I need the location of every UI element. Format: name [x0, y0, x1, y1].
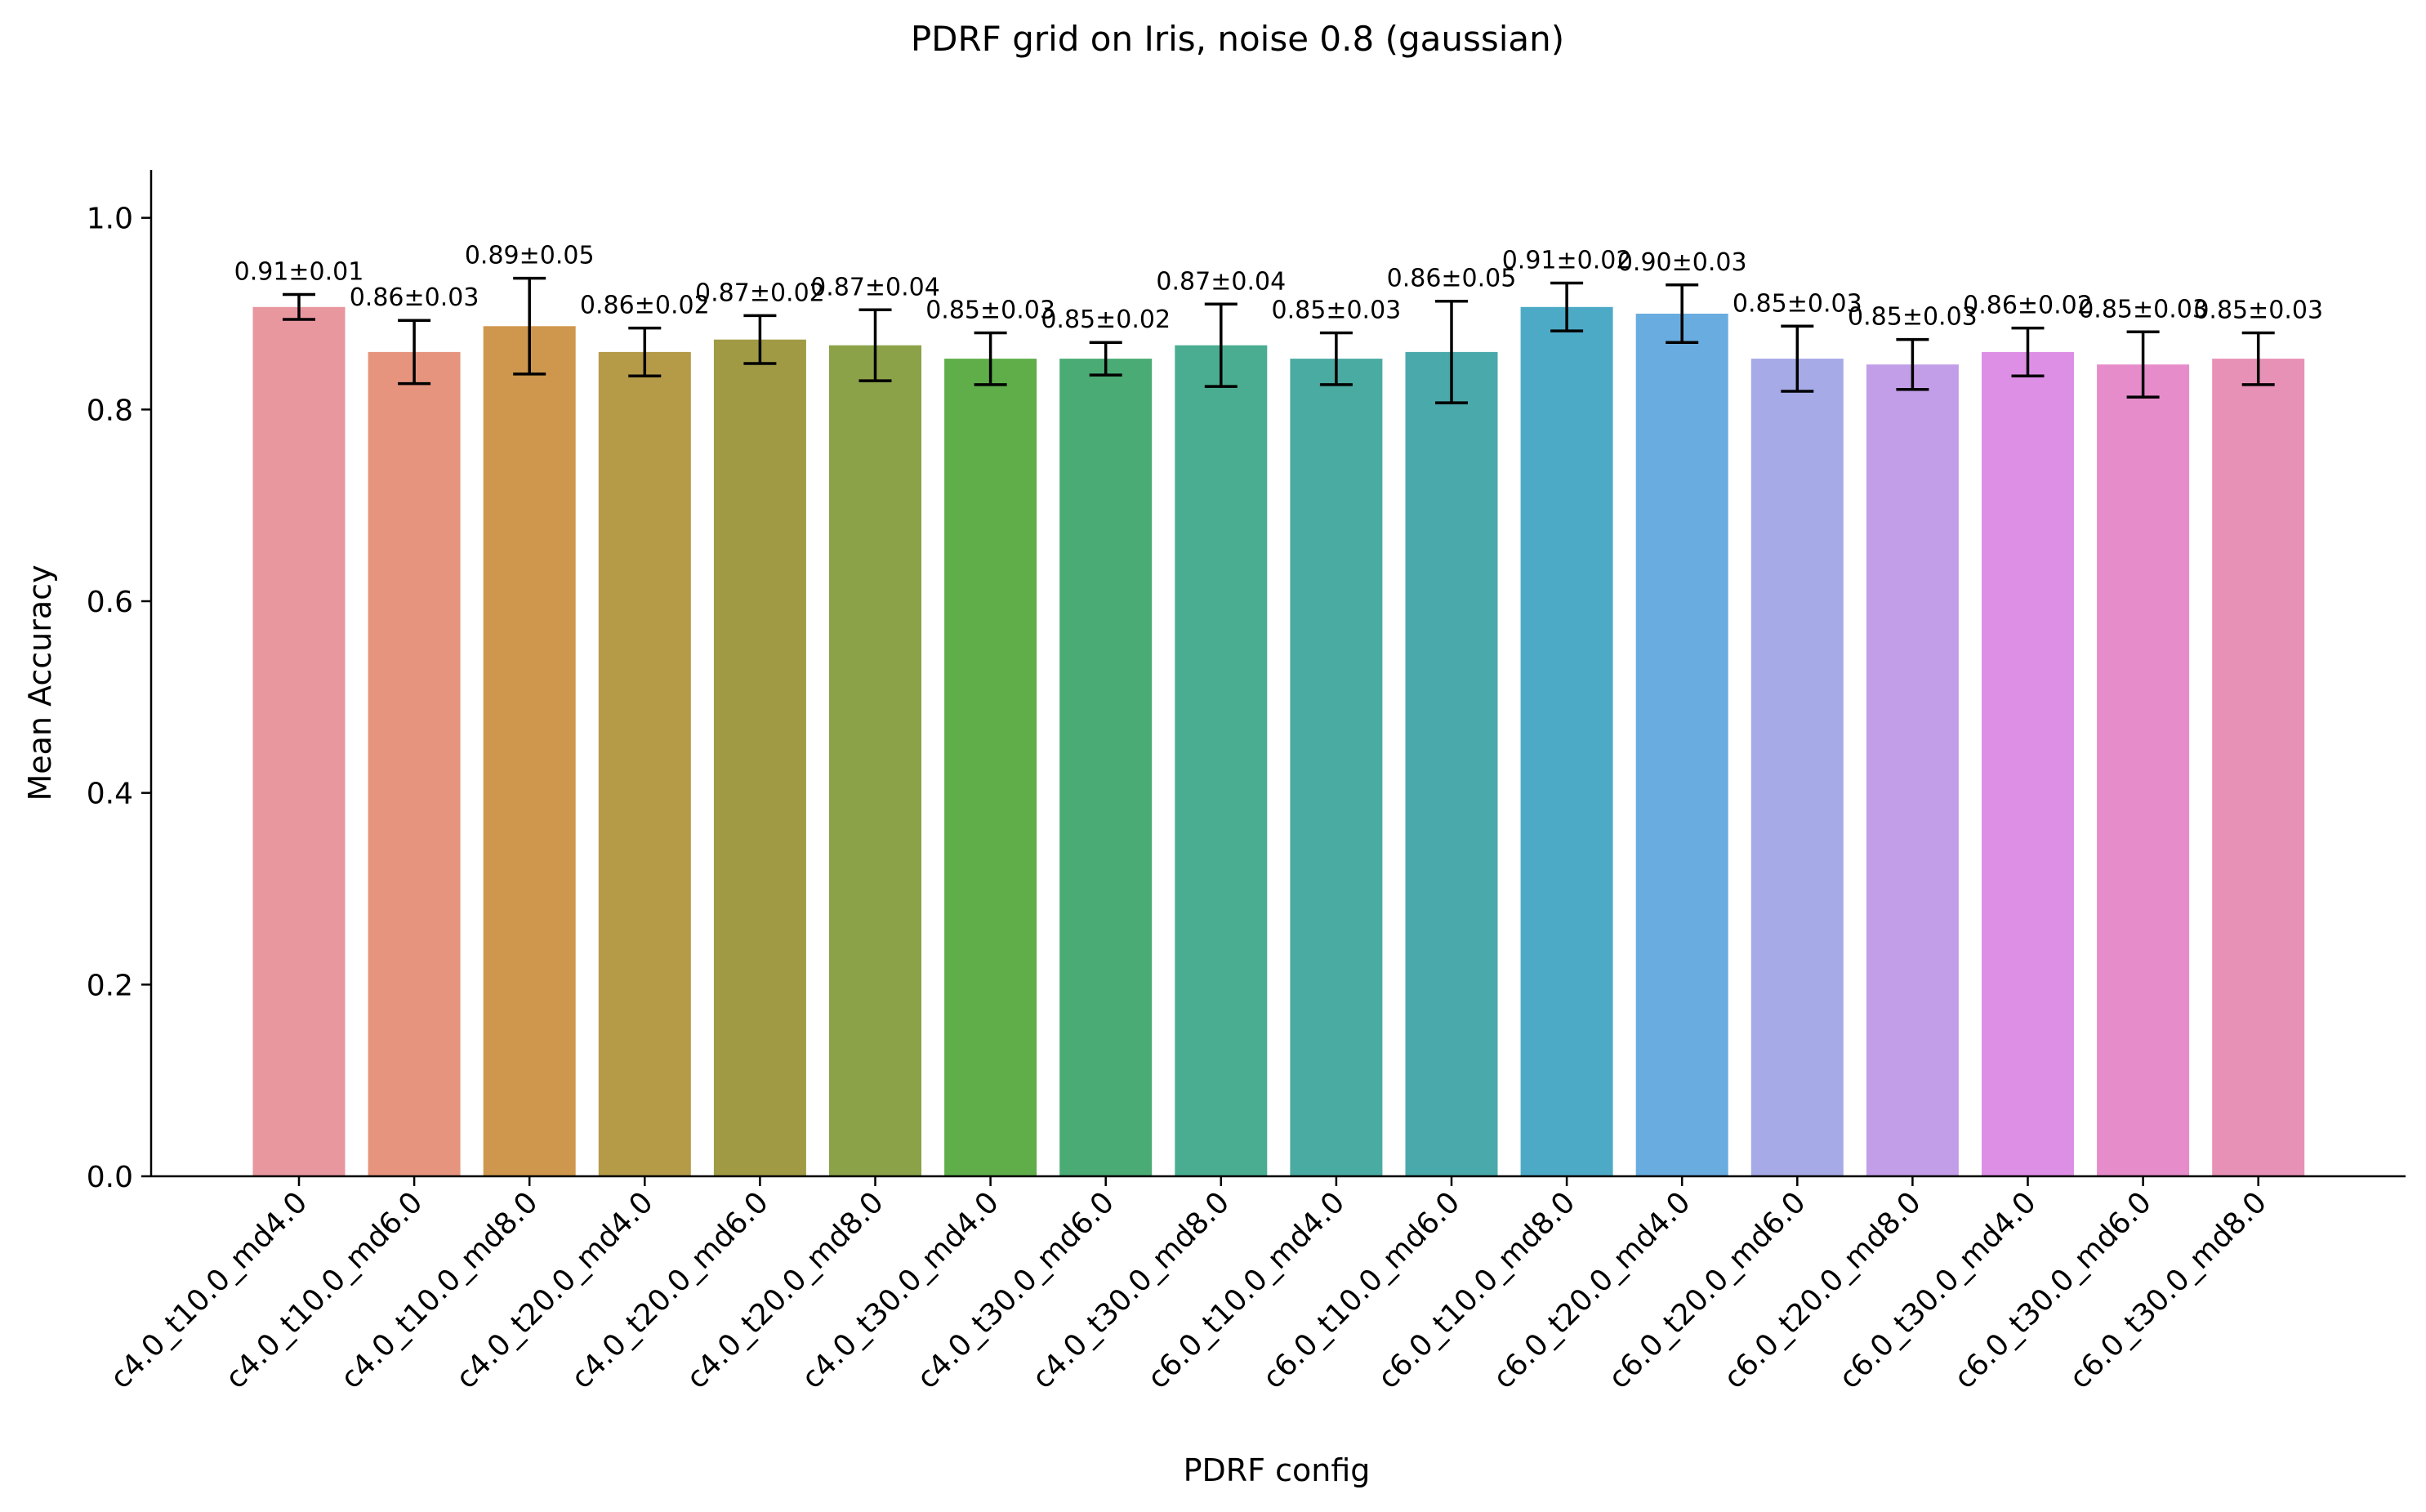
x-tick-label: c6.0_t30.0_md8.0 — [2063, 1185, 2273, 1395]
error-bar-c6-0-t30-0-md6-0 — [2126, 330, 2160, 399]
data-label-c4-0-t20-0-md8-0: 0.87±0.04 — [810, 273, 940, 301]
error-bar-c6-0-t10-0-md8-0 — [1550, 281, 1584, 332]
error-bar-c4-0-t10-0-md8-0 — [513, 276, 546, 376]
error-bar-c4-0-t20-0-md6-0 — [743, 314, 777, 365]
error-bar-c4-0-t30-0-md4-0 — [974, 331, 1007, 386]
bar-c6-0-t10-0-md4-0 — [1290, 359, 1383, 1177]
x-tick-label: c4.0_t20.0_md8.0 — [680, 1185, 890, 1395]
bar-c6-0-t20-0-md8-0 — [1866, 364, 1959, 1176]
plot-area: 0.91±0.010.86±0.030.89±0.050.86±0.020.87… — [87, 170, 2406, 1395]
x-tick-label: c6.0_t30.0_md6.0 — [1948, 1185, 2158, 1395]
error-bar-c6-0-t30-0-md4-0 — [2011, 326, 2045, 378]
error-bar-c6-0-t20-0-md8-0 — [1896, 337, 1929, 391]
bar-c6-0-t30-0-md6-0 — [2097, 364, 2190, 1176]
x-tick-label: c6.0_t20.0_md6.0 — [1603, 1185, 1813, 1395]
x-tick-label: c4.0_t10.0_md8.0 — [335, 1185, 545, 1395]
error-bar-c4-0-t30-0-md6-0 — [1089, 341, 1122, 377]
error-bar-c4-0-t20-0-md4-0 — [628, 326, 662, 378]
x-tick-label: c6.0_t20.0_md4.0 — [1487, 1185, 1697, 1395]
data-label-c4-0-t20-0-md6-0: 0.87±0.02 — [695, 279, 825, 307]
x-tick-label: c6.0_t10.0_md8.0 — [1371, 1185, 1581, 1395]
data-label-c6-0-t20-0-md4-0: 0.90±0.03 — [1617, 248, 1747, 277]
data-label-c6-0-t10-0-md6-0: 0.86±0.05 — [1387, 265, 1517, 293]
error-bar-c6-0-t10-0-md4-0 — [1319, 331, 1353, 386]
data-label-c4-0-t10-0-md4-0: 0.91±0.01 — [234, 258, 364, 287]
error-bar-c6-0-t20-0-md6-0 — [1781, 324, 1814, 393]
data-label-c6-0-t30-0-md6-0: 0.85±0.03 — [2078, 295, 2208, 323]
error-bar-c4-0-t30-0-md8-0 — [1204, 302, 1238, 388]
bar-c6-0-t20-0-md6-0 — [1750, 359, 1844, 1177]
error-bar-c4-0-t10-0-md4-0 — [283, 292, 315, 321]
data-label-c4-0-t30-0-md6-0: 0.85±0.02 — [1041, 306, 1171, 334]
data-label-c6-0-t10-0-md8-0: 0.91±0.02 — [1502, 247, 1632, 275]
data-label-c4-0-t20-0-md4-0: 0.86±0.02 — [580, 292, 710, 320]
bar-c4-0-t30-0-md6-0 — [1059, 359, 1153, 1177]
y-tick-label: 0.6 — [87, 586, 133, 619]
y-tick-label: 0.2 — [87, 969, 133, 1002]
bar-c6-0-t30-0-md8-0 — [2212, 359, 2305, 1177]
error-bar-c6-0-t20-0-md4-0 — [1666, 283, 1699, 344]
x-tick-label: c4.0_t20.0_md4.0 — [450, 1185, 660, 1395]
x-tick-label: c4.0_t30.0_md4.0 — [796, 1185, 1006, 1395]
y-tick-label: 0.4 — [87, 778, 133, 811]
data-label-c4-0-t10-0-md6-0: 0.86±0.03 — [350, 283, 479, 312]
data-label-c4-0-t30-0-md4-0: 0.85±0.03 — [925, 297, 1055, 325]
y-tick-label: 0.8 — [87, 394, 133, 427]
data-label-c6-0-t20-0-md6-0: 0.85±0.03 — [1733, 289, 1862, 318]
bar-c6-0-t30-0-md4-0 — [1982, 351, 2074, 1176]
bar-c4-0-t10-0-md8-0 — [483, 326, 576, 1176]
bar-c4-0-t10-0-md6-0 — [368, 351, 461, 1176]
data-label-c6-0-t30-0-md8-0: 0.85±0.03 — [2193, 297, 2323, 325]
x-axis-label: PDRF config — [1184, 1452, 1371, 1488]
data-label-c4-0-t30-0-md8-0: 0.87±0.04 — [1156, 267, 1286, 296]
bar-c6-0-t20-0-md4-0 — [1635, 314, 1728, 1176]
bar-c4-0-t30-0-md4-0 — [944, 359, 1037, 1177]
error-bar-c4-0-t10-0-md6-0 — [398, 319, 431, 386]
x-tick-label: c4.0_t10.0_md6.0 — [219, 1185, 429, 1395]
y-tick-label: 0.0 — [87, 1161, 133, 1194]
data-label-c4-0-t10-0-md8-0: 0.89±0.05 — [465, 242, 595, 270]
x-tick-label: c4.0_t10.0_md4.0 — [104, 1185, 314, 1395]
bar-c4-0-t20-0-md6-0 — [713, 339, 806, 1177]
error-bar-c4-0-t20-0-md8-0 — [858, 308, 892, 382]
x-tick-label: c6.0_t10.0_md6.0 — [1256, 1185, 1466, 1395]
chart-title: PDRF grid on Iris, noise 0.8 (gaussian) — [911, 19, 1564, 59]
bar-c4-0-t10-0-md4-0 — [252, 306, 346, 1176]
bar-c4-0-t20-0-md8-0 — [829, 345, 921, 1176]
x-tick-label: c4.0_t20.0_md6.0 — [565, 1185, 775, 1395]
x-tick-label: c6.0_t10.0_md4.0 — [1141, 1185, 1351, 1395]
bar-c4-0-t20-0-md4-0 — [598, 351, 691, 1176]
x-tick-label: c6.0_t30.0_md4.0 — [1833, 1185, 2043, 1395]
x-tick-label: c6.0_t20.0_md8.0 — [1718, 1185, 1928, 1395]
x-tick-label: c4.0_t30.0_md8.0 — [1026, 1185, 1236, 1395]
data-label-c6-0-t20-0-md8-0: 0.85±0.03 — [1848, 303, 1978, 332]
y-tick-label: 1.0 — [87, 203, 133, 236]
bar-c4-0-t30-0-md8-0 — [1175, 345, 1268, 1176]
y-axis-label: Mean Accuracy — [22, 564, 58, 801]
data-label-c6-0-t30-0-md4-0: 0.86±0.02 — [1963, 292, 2093, 320]
bar-c6-0-t10-0-md6-0 — [1405, 351, 1498, 1176]
bar-c6-0-t10-0-md8-0 — [1520, 306, 1613, 1176]
error-bar-c6-0-t10-0-md6-0 — [1435, 299, 1468, 404]
data-label-c6-0-t10-0-md4-0: 0.85±0.03 — [1272, 297, 1402, 325]
error-bar-c6-0-t30-0-md8-0 — [2241, 331, 2275, 386]
x-tick-label: c4.0_t30.0_md6.0 — [911, 1185, 1121, 1395]
